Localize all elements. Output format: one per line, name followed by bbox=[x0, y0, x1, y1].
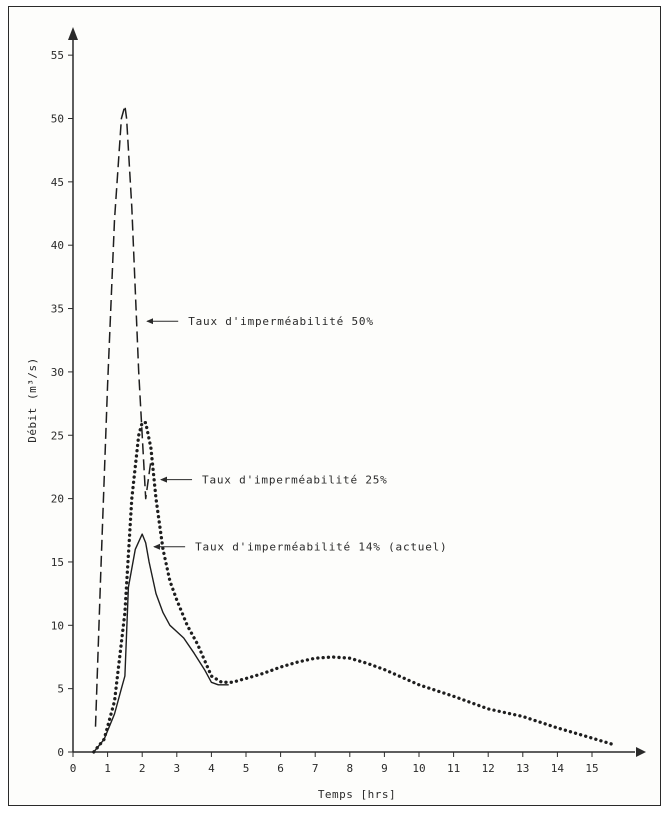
x-axis-label: Temps [hrs] bbox=[318, 788, 396, 801]
annotation-layer: Taux d'imperméabilité 50% Taux d'imperméa… bbox=[146, 315, 447, 554]
y-tick-label: 40 bbox=[51, 239, 64, 252]
x-tick-label: 11 bbox=[447, 762, 460, 775]
axes bbox=[68, 27, 646, 757]
y-tick-label: 10 bbox=[51, 619, 64, 632]
annotation-label: Taux d'imperméabilité 25% bbox=[202, 474, 388, 487]
y-tick-label: 55 bbox=[51, 49, 64, 62]
y-tick-label: 5 bbox=[57, 683, 64, 696]
x-tick-label: 3 bbox=[173, 762, 180, 775]
y-tick-label: 45 bbox=[51, 176, 64, 189]
x-tick-label: 12 bbox=[482, 762, 495, 775]
x-axis-arrow bbox=[636, 747, 646, 757]
series-line-dashed bbox=[94, 105, 152, 727]
x-tick-label: 0 bbox=[70, 762, 77, 775]
annotation-label: Taux d'imperméabilité 14% (actuel) bbox=[195, 541, 447, 554]
x-tick-label: 1 bbox=[104, 762, 111, 775]
x-tick-label: 6 bbox=[277, 762, 284, 775]
y-tick-label: 0 bbox=[57, 746, 64, 759]
x-tick-label: 10 bbox=[412, 762, 425, 775]
y-tick-label: 25 bbox=[51, 429, 64, 442]
x-ticks: 0 1 2 3 4 5 6 7 8 9 10 11 12 13 14 15 bbox=[70, 752, 599, 775]
y-tick-label: 20 bbox=[51, 493, 64, 506]
x-tick-label: 2 bbox=[139, 762, 146, 775]
series-line-solid bbox=[93, 533, 229, 753]
x-tick-label: 9 bbox=[381, 762, 388, 775]
x-tick-label: 13 bbox=[516, 762, 529, 775]
y-tick-label: 50 bbox=[51, 113, 64, 126]
annotation-label: Taux d'imperméabilité 50% bbox=[188, 315, 374, 328]
x-tick-label: 15 bbox=[585, 762, 598, 775]
y-axis-label: Débit (m³/s) bbox=[26, 357, 39, 442]
y-axis-arrow bbox=[68, 27, 78, 40]
y-ticks: 0 5 10 15 20 25 30 35 40 45 50 55 bbox=[51, 49, 73, 759]
y-tick-label: 15 bbox=[51, 556, 64, 569]
x-tick-label: 7 bbox=[312, 762, 319, 775]
series-layer bbox=[92, 105, 615, 754]
series-line-dotted bbox=[92, 420, 615, 754]
x-tick-label: 5 bbox=[243, 762, 250, 775]
y-tick-label: 35 bbox=[51, 303, 64, 316]
x-tick-label: 4 bbox=[208, 762, 215, 775]
y-tick-label: 30 bbox=[51, 366, 64, 379]
x-tick-label: 8 bbox=[346, 762, 353, 775]
x-tick-label: 14 bbox=[551, 762, 565, 775]
